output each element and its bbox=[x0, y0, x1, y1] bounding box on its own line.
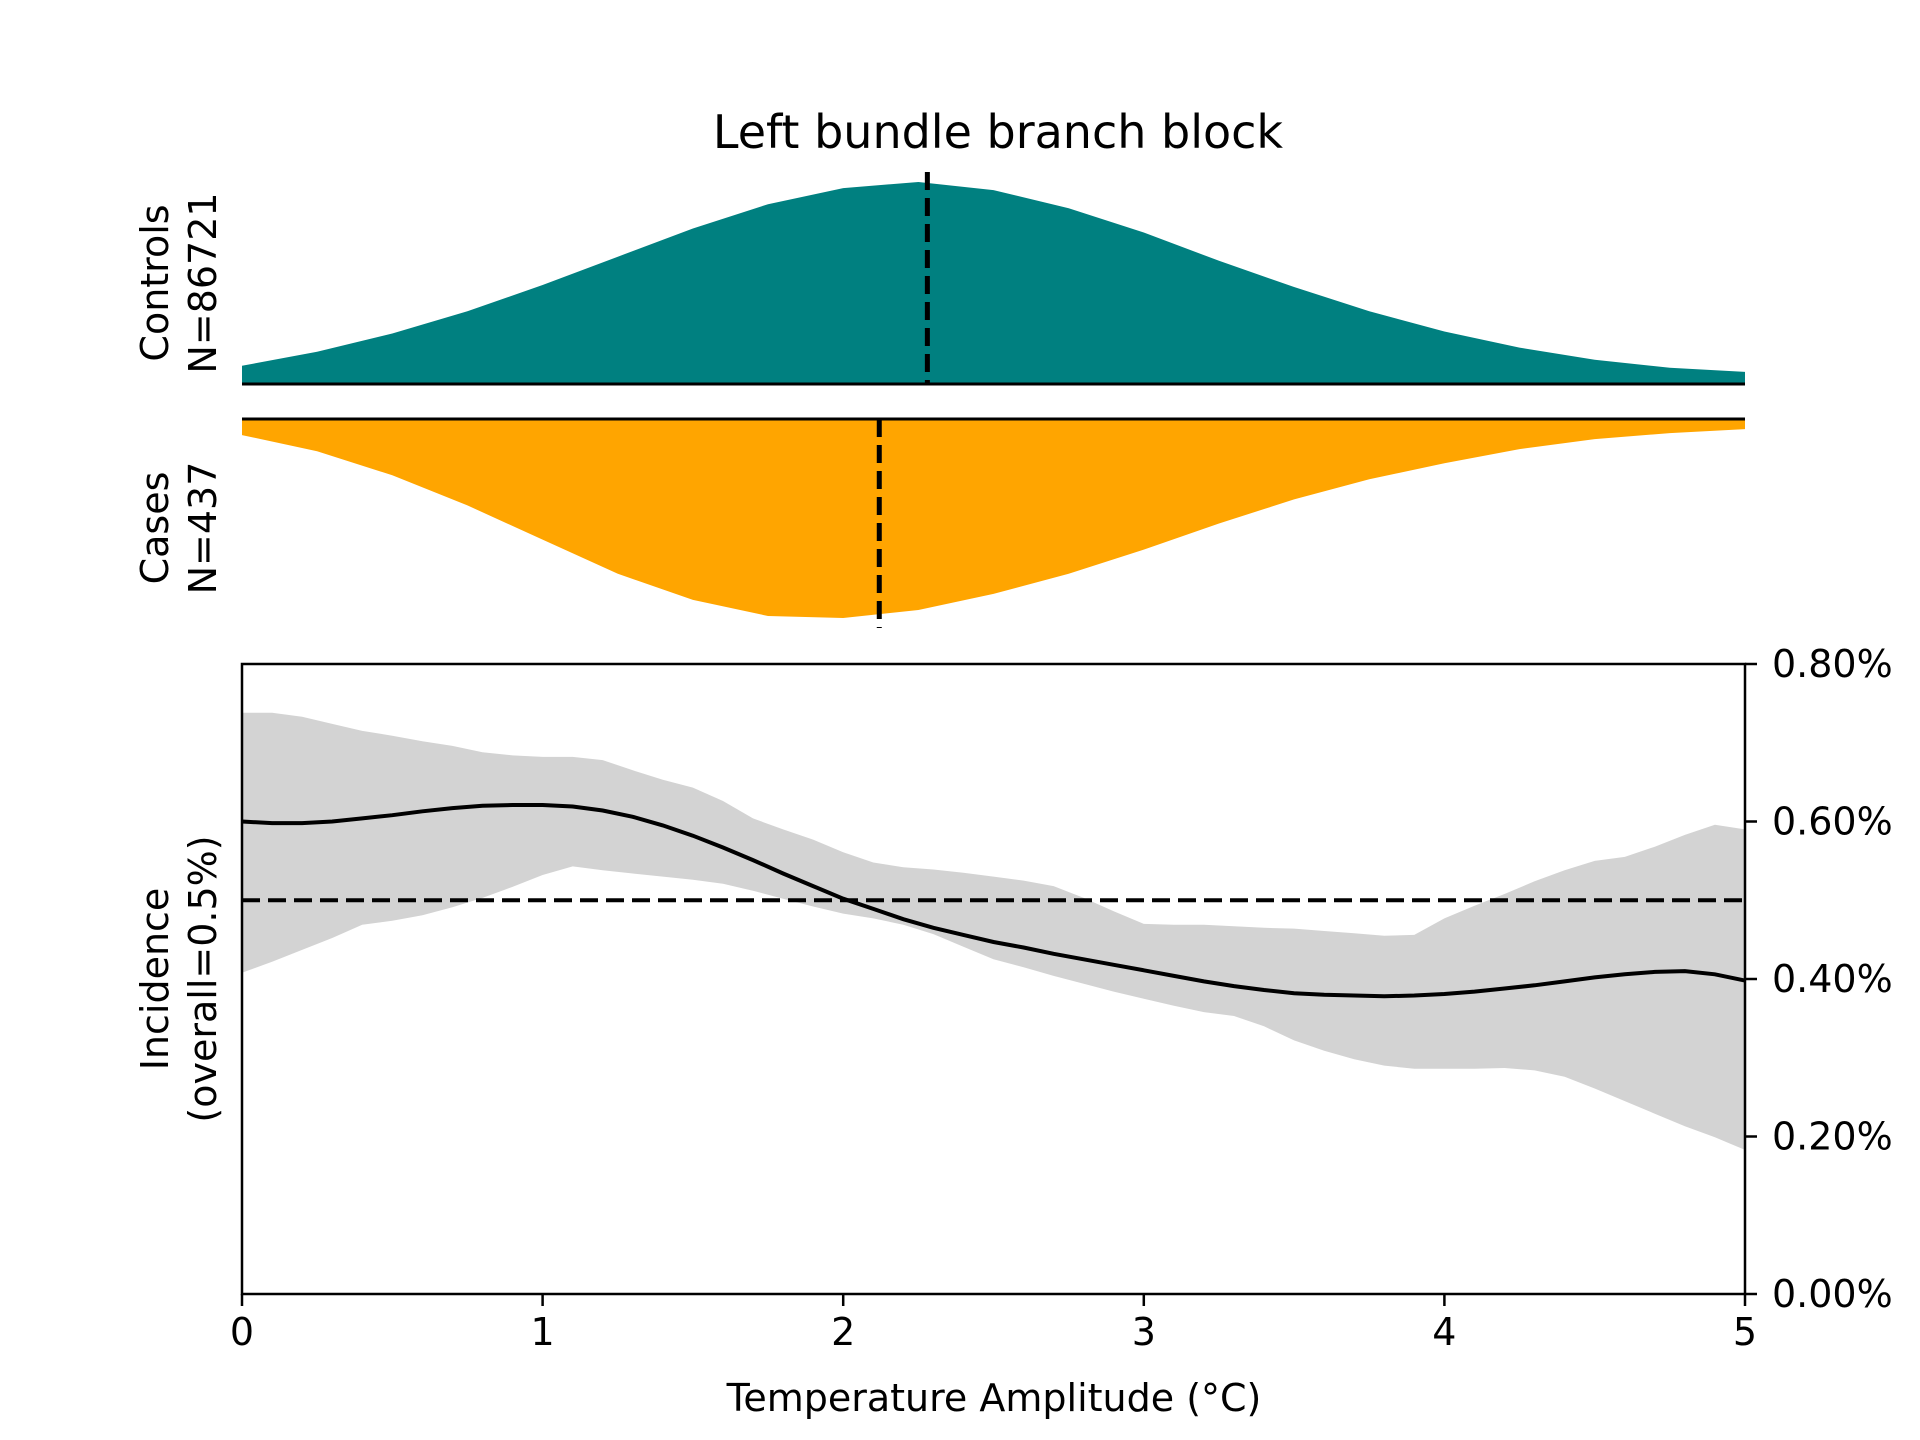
y-tick-label: 0.60% bbox=[1772, 800, 1893, 844]
controls-n-label: N=86721 bbox=[181, 192, 225, 373]
x-tick-label: 1 bbox=[531, 1310, 555, 1354]
controls-density-area bbox=[242, 182, 1745, 384]
x-tick-label: 3 bbox=[1132, 1310, 1156, 1354]
controls-label: Controls bbox=[133, 204, 177, 361]
cases-label: Cases bbox=[133, 472, 177, 585]
confidence-band bbox=[242, 712, 1745, 1150]
y-tick-label: 0.80% bbox=[1772, 642, 1893, 686]
y-tick-label: 0.20% bbox=[1772, 1115, 1893, 1159]
y-axis-ticks: 0.00% 0.20% 0.40% 0.60% 0.80% bbox=[1745, 642, 1893, 1316]
y-tick-label: 0.00% bbox=[1772, 1272, 1893, 1316]
x-tick-label: 2 bbox=[831, 1310, 855, 1354]
incidence-ylabel-overall: (overall=0.5%) bbox=[181, 835, 225, 1122]
y-tick-label: 0.40% bbox=[1772, 957, 1893, 1001]
chart-title: Left bundle branch block bbox=[713, 105, 1284, 159]
cases-n-label: N=437 bbox=[181, 462, 225, 595]
incidence-panel: 0 1 2 3 4 5 0.00% 0.20% 0.40% 0.60% 0.80% Inciden… bbox=[133, 642, 1893, 1420]
cases-density-area bbox=[242, 419, 1745, 618]
cases-panel: Cases N=437 bbox=[133, 417, 1745, 628]
controls-panel: Controls N=86721 bbox=[133, 172, 1745, 386]
x-tick-label: 4 bbox=[1432, 1310, 1456, 1354]
incidence-curve bbox=[241, 803, 1746, 999]
x-tick-label: 0 bbox=[230, 1310, 254, 1354]
x-tick-label: 5 bbox=[1733, 1310, 1757, 1354]
incidence-ylabel: Incidence bbox=[133, 888, 177, 1071]
x-axis-label: Temperature Amplitude (°C) bbox=[726, 1376, 1262, 1420]
x-axis-ticks: 0 1 2 3 4 5 bbox=[230, 1294, 1757, 1354]
